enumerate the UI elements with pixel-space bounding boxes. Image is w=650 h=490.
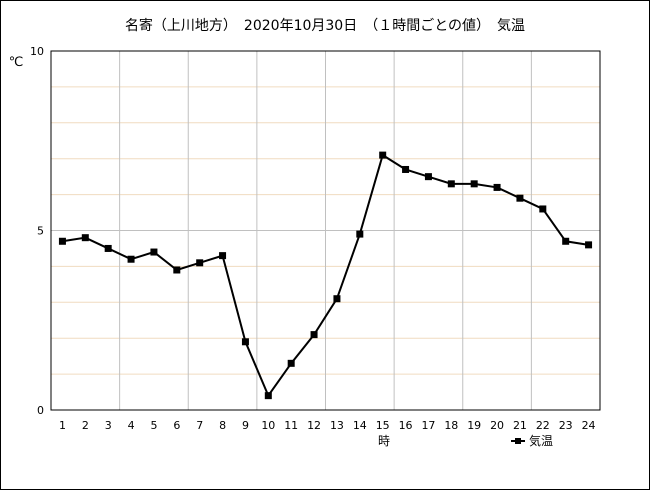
x-tick-label: 15 [376,419,390,432]
series-line [62,153,589,398]
x-tick-label: 3 [105,419,112,432]
plot-border [50,50,601,411]
x-tick-label: 22 [536,419,550,432]
x-tick-label: 6 [173,419,180,432]
data-point [585,241,593,249]
data-point [127,255,135,263]
data-point [150,248,158,256]
x-tick-label: 10 [261,419,275,432]
data-point [310,331,318,339]
x-tick-label: 17 [421,419,435,432]
chart-title: 名寄（上川地方） 2020年10月30日 （１時間ごとの値） 気温 [125,17,525,34]
data-point [219,252,227,260]
data-point [356,230,364,238]
y-tick-label: 10 [30,45,44,58]
data-point [447,180,455,188]
x-tick-label: 7 [196,419,203,432]
x-tick-label: 11 [284,419,298,432]
x-tick-label: 2 [82,419,89,432]
data-point [539,205,547,213]
data-point [196,259,204,267]
y-tick-label: 0 [37,404,44,417]
data-point [516,194,524,202]
x-tick-label: 18 [444,419,458,432]
x-tick-label: 23 [559,419,573,432]
data-point [562,237,570,245]
legend: 気温 [511,433,553,448]
x-tick-label: 9 [242,419,249,432]
data-point [241,338,249,346]
y-tick-label: 5 [37,225,44,238]
data-point [104,244,112,252]
x-tick-label: 8 [219,419,226,432]
data-point [493,183,501,191]
legend-label: 気温 [529,433,553,448]
data-point [333,295,341,303]
x-tick-label: 14 [353,419,367,432]
data-point [424,173,432,181]
x-tick-label: 4 [128,419,135,432]
data-point [173,266,181,274]
x-axis-label: 時 [378,434,390,448]
y-axis-label: ℃ [9,55,24,70]
x-tick-label: 5 [150,419,157,432]
data-point [81,234,89,242]
legend-marker [515,438,521,444]
x-tick-label: 13 [330,419,344,432]
data-point [379,151,387,159]
x-tick-label: 24 [582,419,596,432]
x-tick-label: 1 [59,419,66,432]
x-tick-label: 19 [467,419,481,432]
x-tick-label: 20 [490,419,504,432]
x-tick-label: 21 [513,419,527,432]
data-point [470,180,478,188]
x-tick-label: 16 [399,419,413,432]
data-point [264,392,272,400]
data-point [402,165,410,173]
data-point [287,359,295,367]
x-tick-label: 12 [307,419,321,432]
data-point [58,237,66,245]
